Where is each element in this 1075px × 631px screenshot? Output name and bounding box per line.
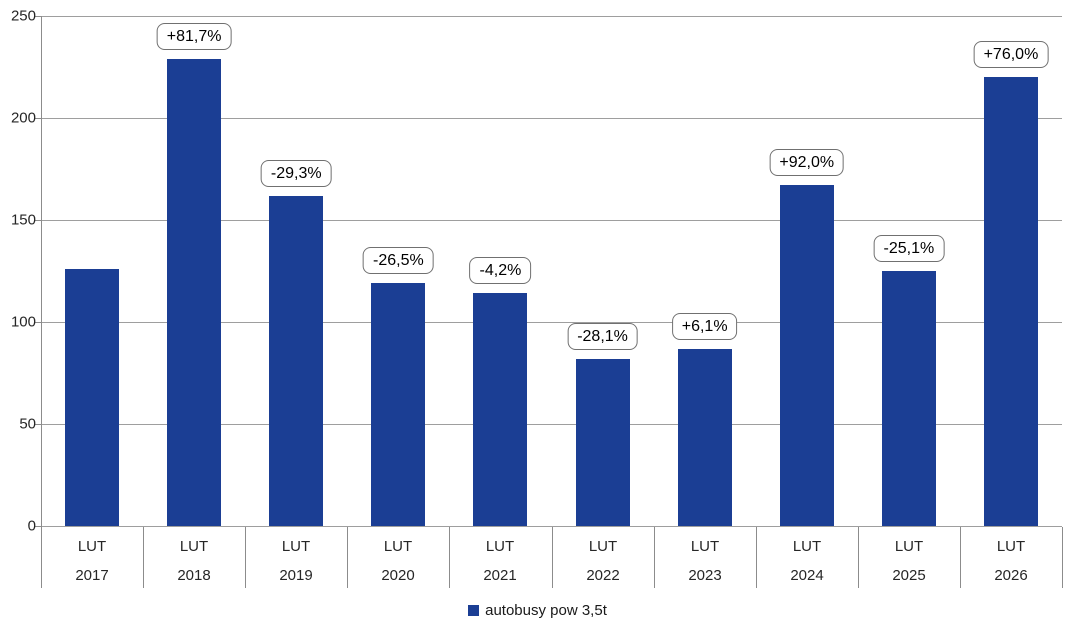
bar-label-2019: -29,3% <box>260 160 332 187</box>
bar-2017 <box>65 269 119 526</box>
y-tick-mark <box>34 322 41 323</box>
x-label-year: 2019 <box>279 567 313 584</box>
y-tick-label: 150 <box>10 211 36 229</box>
x-category-label: LUT 2020 <box>347 539 449 583</box>
bar-label-2025: -25,1% <box>873 235 945 262</box>
x-label-month: LUT <box>690 538 720 555</box>
x-label-year: 2025 <box>892 567 926 584</box>
legend-swatch-icon <box>468 605 480 616</box>
x-category-separator <box>449 527 450 588</box>
y-tick-label: 250 <box>10 7 36 25</box>
x-label-year: 2017 <box>75 567 109 584</box>
bar-2023 <box>678 349 732 526</box>
x-category-separator <box>552 527 553 588</box>
y-tick-mark <box>34 526 41 527</box>
x-category-label: LUT 2019 <box>245 539 347 583</box>
bar-label-2018: +81,7% <box>156 23 232 50</box>
bar-2021 <box>473 293 527 526</box>
x-label-month: LUT <box>77 538 107 555</box>
bar-label-2024: +92,0% <box>769 149 845 176</box>
legend-label: autobusy pow 3,5t <box>485 602 607 619</box>
gridline <box>41 118 1062 119</box>
bar-label-2021: -4,2% <box>469 257 532 284</box>
y-axis-line <box>41 16 42 588</box>
y-tick-label: 50 <box>19 415 36 433</box>
x-category-label: LUT 2022 <box>552 539 654 583</box>
x-label-year: 2026 <box>994 567 1028 584</box>
x-category-label: LUT 2018 <box>143 539 245 583</box>
x-label-month: LUT <box>179 538 209 555</box>
x-category-label: LUT 2023 <box>654 539 756 583</box>
x-category-separator <box>756 527 757 588</box>
bar-2022 <box>576 359 630 526</box>
y-tick-label: 100 <box>10 313 36 331</box>
x-category-separator <box>347 527 348 588</box>
bar-label-2020: -26,5% <box>362 247 434 274</box>
x-category-separator <box>143 527 144 588</box>
x-category-label: LUT 2025 <box>858 539 960 583</box>
x-label-year: 2021 <box>483 567 517 584</box>
x-label-year: 2022 <box>586 567 620 584</box>
x-label-month: LUT <box>281 538 311 555</box>
x-label-year: 2018 <box>177 567 211 584</box>
bar-label-2022: -28,1% <box>567 323 638 350</box>
x-category-separator <box>1062 527 1063 588</box>
x-category-label: LUT 2026 <box>960 539 1062 583</box>
bar-2020 <box>371 283 425 526</box>
x-label-month: LUT <box>792 538 822 555</box>
x-label-year: 2023 <box>688 567 722 584</box>
gridline <box>41 526 1062 527</box>
chart-legend: autobusy pow 3,5t <box>0 602 1075 619</box>
y-tick-mark <box>34 16 41 17</box>
gridline <box>41 220 1062 221</box>
x-category-label: LUT 2017 <box>41 539 143 583</box>
x-label-month: LUT <box>996 538 1026 555</box>
x-category-label: LUT 2024 <box>756 539 858 583</box>
x-label-year: 2020 <box>381 567 415 584</box>
x-category-separator <box>858 527 859 588</box>
y-tick-label: 200 <box>10 109 36 127</box>
x-label-month: LUT <box>383 538 413 555</box>
gridline <box>41 16 1062 17</box>
x-category-separator <box>654 527 655 588</box>
y-tick-mark <box>34 220 41 221</box>
gridline <box>41 322 1062 323</box>
x-category-separator <box>245 527 246 588</box>
gridline <box>41 424 1062 425</box>
bar-2024 <box>780 185 834 526</box>
y-tick-label: 0 <box>27 517 36 535</box>
bar-2025 <box>882 271 936 526</box>
x-label-month: LUT <box>485 538 515 555</box>
y-tick-mark <box>34 118 41 119</box>
bar-label-2026: +76,0% <box>973 41 1049 68</box>
x-category-label: LUT 2021 <box>449 539 551 583</box>
bar-2019 <box>269 196 323 526</box>
x-label-month: LUT <box>588 538 618 555</box>
y-tick-mark <box>34 424 41 425</box>
x-label-month: LUT <box>894 538 924 555</box>
bar-2018 <box>167 59 221 526</box>
bar-2026 <box>984 77 1038 526</box>
bar-label-2023: +6,1% <box>671 313 738 340</box>
x-label-year: 2024 <box>790 567 824 584</box>
x-category-separator <box>960 527 961 588</box>
